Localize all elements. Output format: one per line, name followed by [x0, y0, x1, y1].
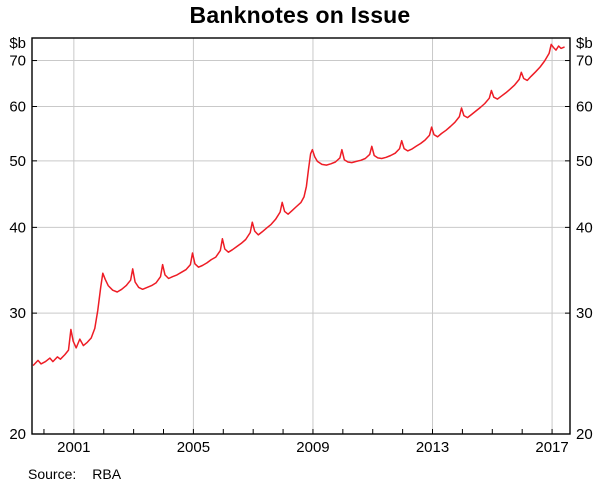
- y-tick-label-right: 70: [576, 53, 593, 70]
- y-tick-label-right: 30: [576, 305, 593, 322]
- y-tick-label-left: 40: [9, 219, 26, 236]
- x-tick-label: 2013: [416, 439, 449, 456]
- y-tick-label-left: 20: [9, 426, 26, 443]
- x-tick-label: 2009: [296, 439, 329, 456]
- y-tick-label-left: 50: [9, 153, 26, 170]
- y-tick-label-left: 30: [9, 305, 26, 322]
- y-tick-label-right: 20: [576, 426, 593, 443]
- y-tick-label-right: 40: [576, 219, 593, 236]
- data-line-banknotes: [32, 43, 565, 366]
- y-tick-label-right: 60: [576, 99, 593, 116]
- y-tick-label-left: 70: [9, 53, 26, 70]
- y-axis-unit-right: $b: [576, 35, 593, 52]
- x-tick-label: 2001: [57, 439, 90, 456]
- x-tick-label: 2005: [177, 439, 210, 456]
- chart-title: Banknotes on Issue: [189, 2, 411, 28]
- y-tick-label-left: 60: [9, 99, 26, 116]
- plot-frame: [31, 37, 571, 435]
- source-value: RBA: [92, 466, 122, 482]
- y-tick-label-right: 50: [576, 153, 593, 170]
- source-label: Source:: [28, 466, 77, 482]
- x-tick-label: 2017: [535, 439, 568, 456]
- source-note: Source: RBA: [28, 466, 121, 482]
- y-axis-unit-left: $b: [9, 35, 26, 52]
